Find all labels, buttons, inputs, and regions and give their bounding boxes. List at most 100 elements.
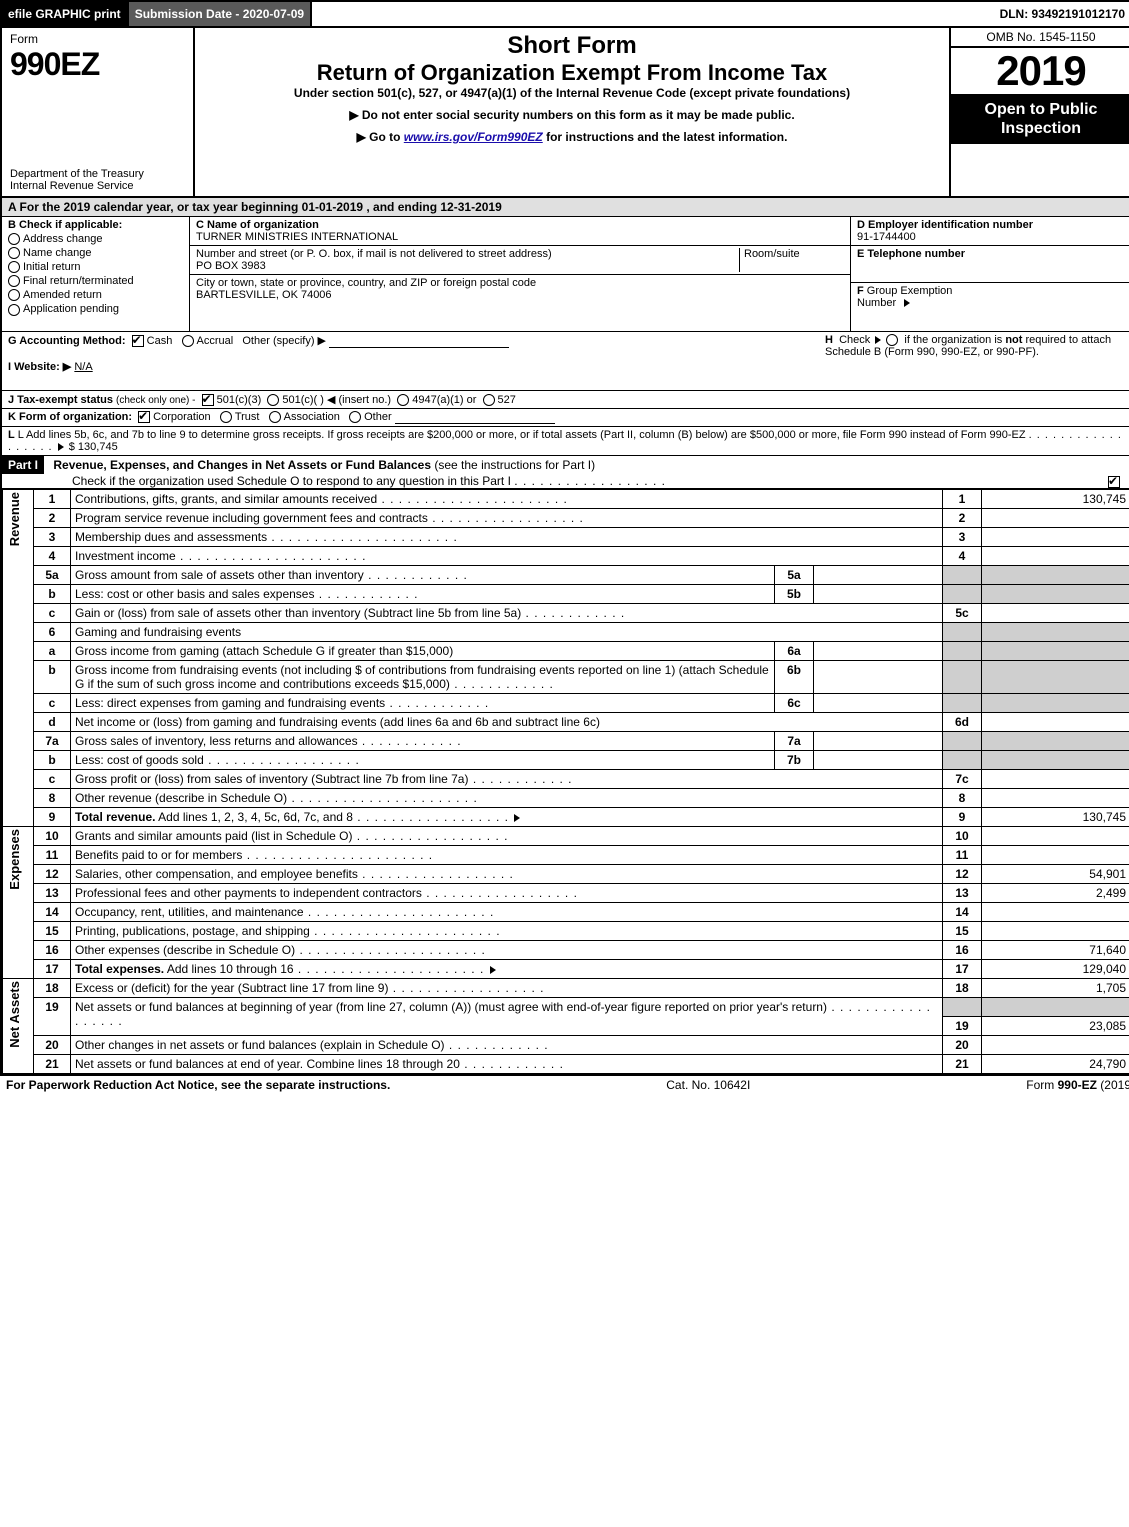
circle-icon[interactable] bbox=[8, 289, 20, 301]
l-amount: 130,745 bbox=[78, 441, 118, 453]
ln-rnum: 19 bbox=[943, 1016, 982, 1035]
org-name-label: C Name of organization bbox=[196, 219, 319, 231]
ln-amt bbox=[982, 770, 1129, 789]
circle-icon[interactable] bbox=[8, 275, 20, 287]
ln-no: c bbox=[34, 770, 71, 789]
ln-amt bbox=[982, 846, 1129, 865]
ln-no: 18 bbox=[34, 979, 71, 998]
page-footer: For Paperwork Reduction Act Notice, see … bbox=[0, 1076, 1129, 1094]
chk-pending-label: Application pending bbox=[23, 303, 119, 315]
chk-501c3[interactable] bbox=[202, 394, 214, 406]
circle-icon[interactable] bbox=[8, 261, 20, 273]
ln-text: Membership dues and assessments bbox=[75, 530, 267, 544]
chk-schedo[interactable] bbox=[1108, 476, 1120, 488]
ln-amt-shade bbox=[982, 661, 1129, 694]
ln-desc: Less: direct expenses from gaming and fu… bbox=[71, 694, 775, 713]
ln-no: 16 bbox=[34, 941, 71, 960]
dept-treasury: Department of the Treasury Internal Reve… bbox=[10, 168, 185, 192]
chk-corp[interactable] bbox=[138, 411, 150, 423]
chk-accrual[interactable] bbox=[182, 335, 194, 347]
ln-no: 3 bbox=[34, 528, 71, 547]
group-ex-label: F bbox=[857, 285, 864, 297]
chk-name-label: Name change bbox=[23, 247, 92, 259]
chk-501c[interactable] bbox=[267, 394, 279, 406]
ln-rnum-shade bbox=[943, 585, 982, 604]
title-shortform: Short Form bbox=[203, 32, 941, 60]
ln-no: 8 bbox=[34, 789, 71, 808]
mid-val bbox=[814, 694, 943, 713]
ln-desc: Less: cost of goods sold bbox=[71, 751, 775, 770]
form-year-footer: (2019) bbox=[1097, 1078, 1129, 1092]
title-subtitle: Under section 501(c), 527, or 4947(a)(1)… bbox=[203, 86, 941, 100]
ln-amt-shade bbox=[982, 998, 1129, 1017]
circle-icon[interactable] bbox=[8, 304, 20, 316]
ln-text: Benefits paid to or for members bbox=[75, 848, 242, 862]
ln-no: b bbox=[34, 751, 71, 770]
chk-4947[interactable] bbox=[397, 394, 409, 406]
ln-amt: 130,745 bbox=[982, 808, 1129, 827]
ln-text: Less: cost of goods sold bbox=[75, 753, 204, 767]
ln-text: Less: cost or other basis and sales expe… bbox=[75, 587, 314, 601]
circle-icon[interactable] bbox=[8, 247, 20, 259]
ln-desc: Net assets or fund balances at end of ye… bbox=[71, 1054, 943, 1073]
tax-period-row: A For the 2019 calendar year, or tax yea… bbox=[2, 198, 1129, 217]
triangle-icon bbox=[904, 299, 910, 307]
ln-amt: 129,040 bbox=[982, 960, 1129, 979]
ln-rnum-shade bbox=[943, 642, 982, 661]
ln-amt bbox=[982, 713, 1129, 732]
ln-amt-shade bbox=[982, 694, 1129, 713]
ln-amt bbox=[982, 509, 1129, 528]
ln-text: Grants and similar amounts paid (list in… bbox=[75, 829, 352, 843]
ln-rnum: 10 bbox=[943, 827, 982, 846]
ln-amt bbox=[982, 922, 1129, 941]
ln-rnum: 18 bbox=[943, 979, 982, 998]
chk-h[interactable] bbox=[886, 334, 898, 346]
ln-text: Gross amount from sale of assets other t… bbox=[75, 568, 364, 582]
form-number: 990EZ bbox=[10, 46, 185, 83]
chk-assoc[interactable] bbox=[269, 411, 281, 423]
chk-initial: Initial return bbox=[8, 261, 183, 273]
dln-value: DLN: 93492191012170 bbox=[1000, 7, 1125, 21]
irs-link[interactable]: www.irs.gov/Form990EZ bbox=[404, 130, 543, 144]
room-label: Room/suite bbox=[744, 248, 800, 260]
ln-rnum: 20 bbox=[943, 1035, 982, 1054]
year-text: 2019 bbox=[996, 47, 1085, 94]
ln-rnum: 11 bbox=[943, 846, 982, 865]
j-501c: 501(c)( ) ◀ (insert no.) bbox=[282, 394, 391, 406]
g-other: Other (specify) ▶ bbox=[242, 335, 326, 347]
side-expenses: Expenses bbox=[3, 827, 34, 979]
ln-amt-shade bbox=[982, 732, 1129, 751]
instr-ssn: ▶ Do not enter social security numbers o… bbox=[203, 108, 941, 122]
ln-amt bbox=[982, 827, 1129, 846]
ln-no: 19 bbox=[34, 998, 71, 1017]
org-street: PO BOX 3983 bbox=[196, 260, 266, 272]
l-text: L Add lines 5b, 6c, and 7b to line 9 to … bbox=[18, 429, 1026, 441]
j-label: J Tax-exempt status bbox=[8, 394, 113, 406]
ln-amt: 130,745 bbox=[982, 490, 1129, 509]
chk-trust[interactable] bbox=[220, 411, 232, 423]
chk-527[interactable] bbox=[483, 394, 495, 406]
ln-text: Contributions, gifts, grants, and simila… bbox=[75, 492, 377, 506]
ln-rnum-shade bbox=[943, 732, 982, 751]
ln-text: Gross income from gaming (attach Schedul… bbox=[75, 644, 453, 658]
side-expenses-label: Expenses bbox=[7, 829, 27, 890]
k-trust: Trust bbox=[235, 411, 260, 423]
form-no-footer: 990-EZ bbox=[1058, 1078, 1097, 1092]
chk-other-org[interactable] bbox=[349, 411, 361, 423]
row-l: L L Add lines 5b, 6c, and 7b to line 9 t… bbox=[2, 427, 1129, 456]
ln-no: c bbox=[34, 694, 71, 713]
mid-label: 6b bbox=[775, 661, 814, 694]
chk-address: Address change bbox=[8, 233, 183, 245]
paperwork-notice: For Paperwork Reduction Act Notice, see … bbox=[6, 1078, 390, 1092]
j-small: (check only one) - bbox=[116, 395, 195, 406]
ln-desc: Gross amount from sale of assets other t… bbox=[71, 566, 775, 585]
circle-icon[interactable] bbox=[8, 233, 20, 245]
g-label: G Accounting Method: bbox=[8, 335, 126, 347]
ln-amt bbox=[982, 1035, 1129, 1054]
submission-date-box: Submission Date - 2020-07-09 bbox=[129, 2, 312, 26]
ln-amt bbox=[982, 903, 1129, 922]
website-value: N/A bbox=[74, 361, 92, 373]
ln-rnum: 14 bbox=[943, 903, 982, 922]
chk-cash[interactable] bbox=[132, 335, 144, 347]
ln-desc: Investment income bbox=[71, 547, 943, 566]
